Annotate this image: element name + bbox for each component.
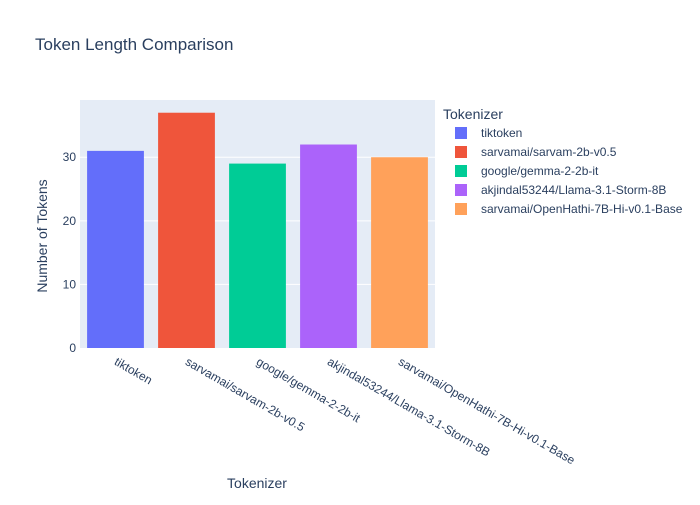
legend-swatch[interactable] [455,165,467,177]
legend-swatch[interactable] [455,146,467,158]
y-axis-title: Number of Tokens [34,179,50,292]
legend-swatch[interactable] [455,184,467,196]
legend-item-label[interactable]: sarvamai/OpenHathi-7B-Hi-v0.1-Base [481,202,683,216]
y-axis-ticks: 0 10 20 30 [63,150,77,355]
legend-item-label[interactable]: tiktoken [481,126,522,140]
bar-0[interactable] [87,150,144,348]
legend-swatch[interactable] [455,127,467,139]
y-tick-label: 30 [63,150,77,164]
bar-4[interactable] [371,157,428,348]
bar-2[interactable] [229,163,286,348]
y-tick-label: 0 [69,341,76,355]
x-axis-ticks: tiktoken sarvamai/sarvam-2b-v0.5google/ge… [112,354,578,467]
bar-3[interactable] [300,144,357,348]
chart-title: Token Length Comparison [35,35,233,54]
x-axis-title: Tokenizer [227,475,287,491]
legend-title: Tokenizer [443,106,503,122]
y-tick-label: 10 [63,277,77,291]
bar-1[interactable] [158,112,215,348]
y-tick-label: 20 [63,214,77,228]
legend[interactable]: Tokenizer tiktoken sarvamai/sarvam-2b-v0.… [443,106,683,216]
legend-item-label[interactable]: akjindal53244/Llama-3.1-Storm-8B [481,183,666,197]
x-tick-label: tiktoken [112,354,155,387]
legend-swatch[interactable] [455,203,467,215]
bars [87,112,428,348]
legend-item-label[interactable]: google/gemma-2-2b-it [481,164,599,178]
x-tick-label: sarvamai/sarvam-2b-v0.5 [183,354,308,434]
legend-item-label[interactable]: sarvamai/sarvam-2b-v0.5 [481,145,617,159]
